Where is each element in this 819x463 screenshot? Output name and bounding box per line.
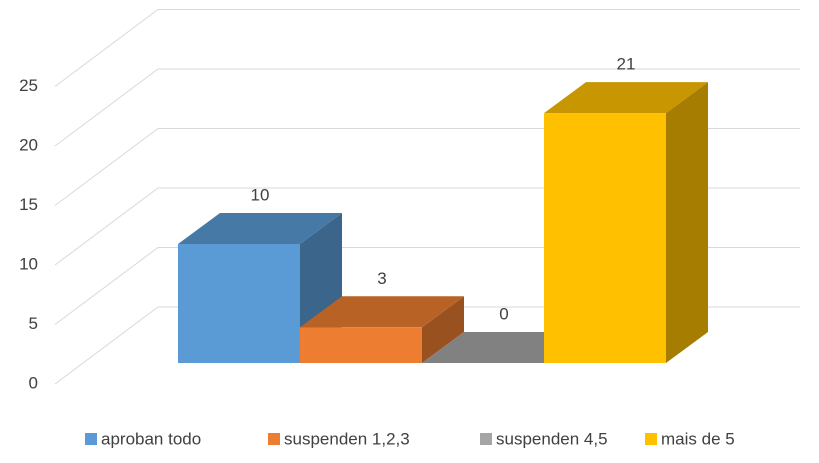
legend-swatch: [645, 433, 657, 445]
bar-front: [544, 113, 666, 363]
data-label: 3: [377, 269, 386, 288]
bar-top: [178, 213, 342, 244]
bar-top: [300, 296, 464, 328]
y-tick-label: 0: [29, 373, 38, 392]
bar-top: [544, 82, 708, 114]
legend-swatch: [480, 433, 492, 445]
bar-side: [666, 82, 708, 363]
y-tick-label: 25: [19, 76, 38, 95]
bar-side: [422, 296, 464, 363]
y-tick-label: 20: [19, 135, 38, 154]
bar-front: [300, 327, 422, 363]
legend-swatch: [85, 433, 97, 445]
data-label: 21: [617, 55, 636, 74]
y-tick-label: 15: [19, 195, 38, 214]
grid-line: [54, 68, 800, 147]
legend-swatch: [268, 433, 280, 445]
data-label: 0: [499, 304, 508, 323]
legend-label: suspenden 1,2,3: [284, 429, 410, 448]
data-label: 10: [251, 185, 270, 204]
legend-label: suspenden 4,5: [496, 429, 608, 448]
legend-label: aproban todo: [101, 429, 201, 448]
y-tick-label: 10: [19, 254, 38, 273]
grid-line: [54, 9, 800, 87]
bar-front: [178, 244, 300, 363]
legend-label: mais de 5: [661, 429, 735, 448]
y-tick-label: 5: [29, 314, 38, 333]
